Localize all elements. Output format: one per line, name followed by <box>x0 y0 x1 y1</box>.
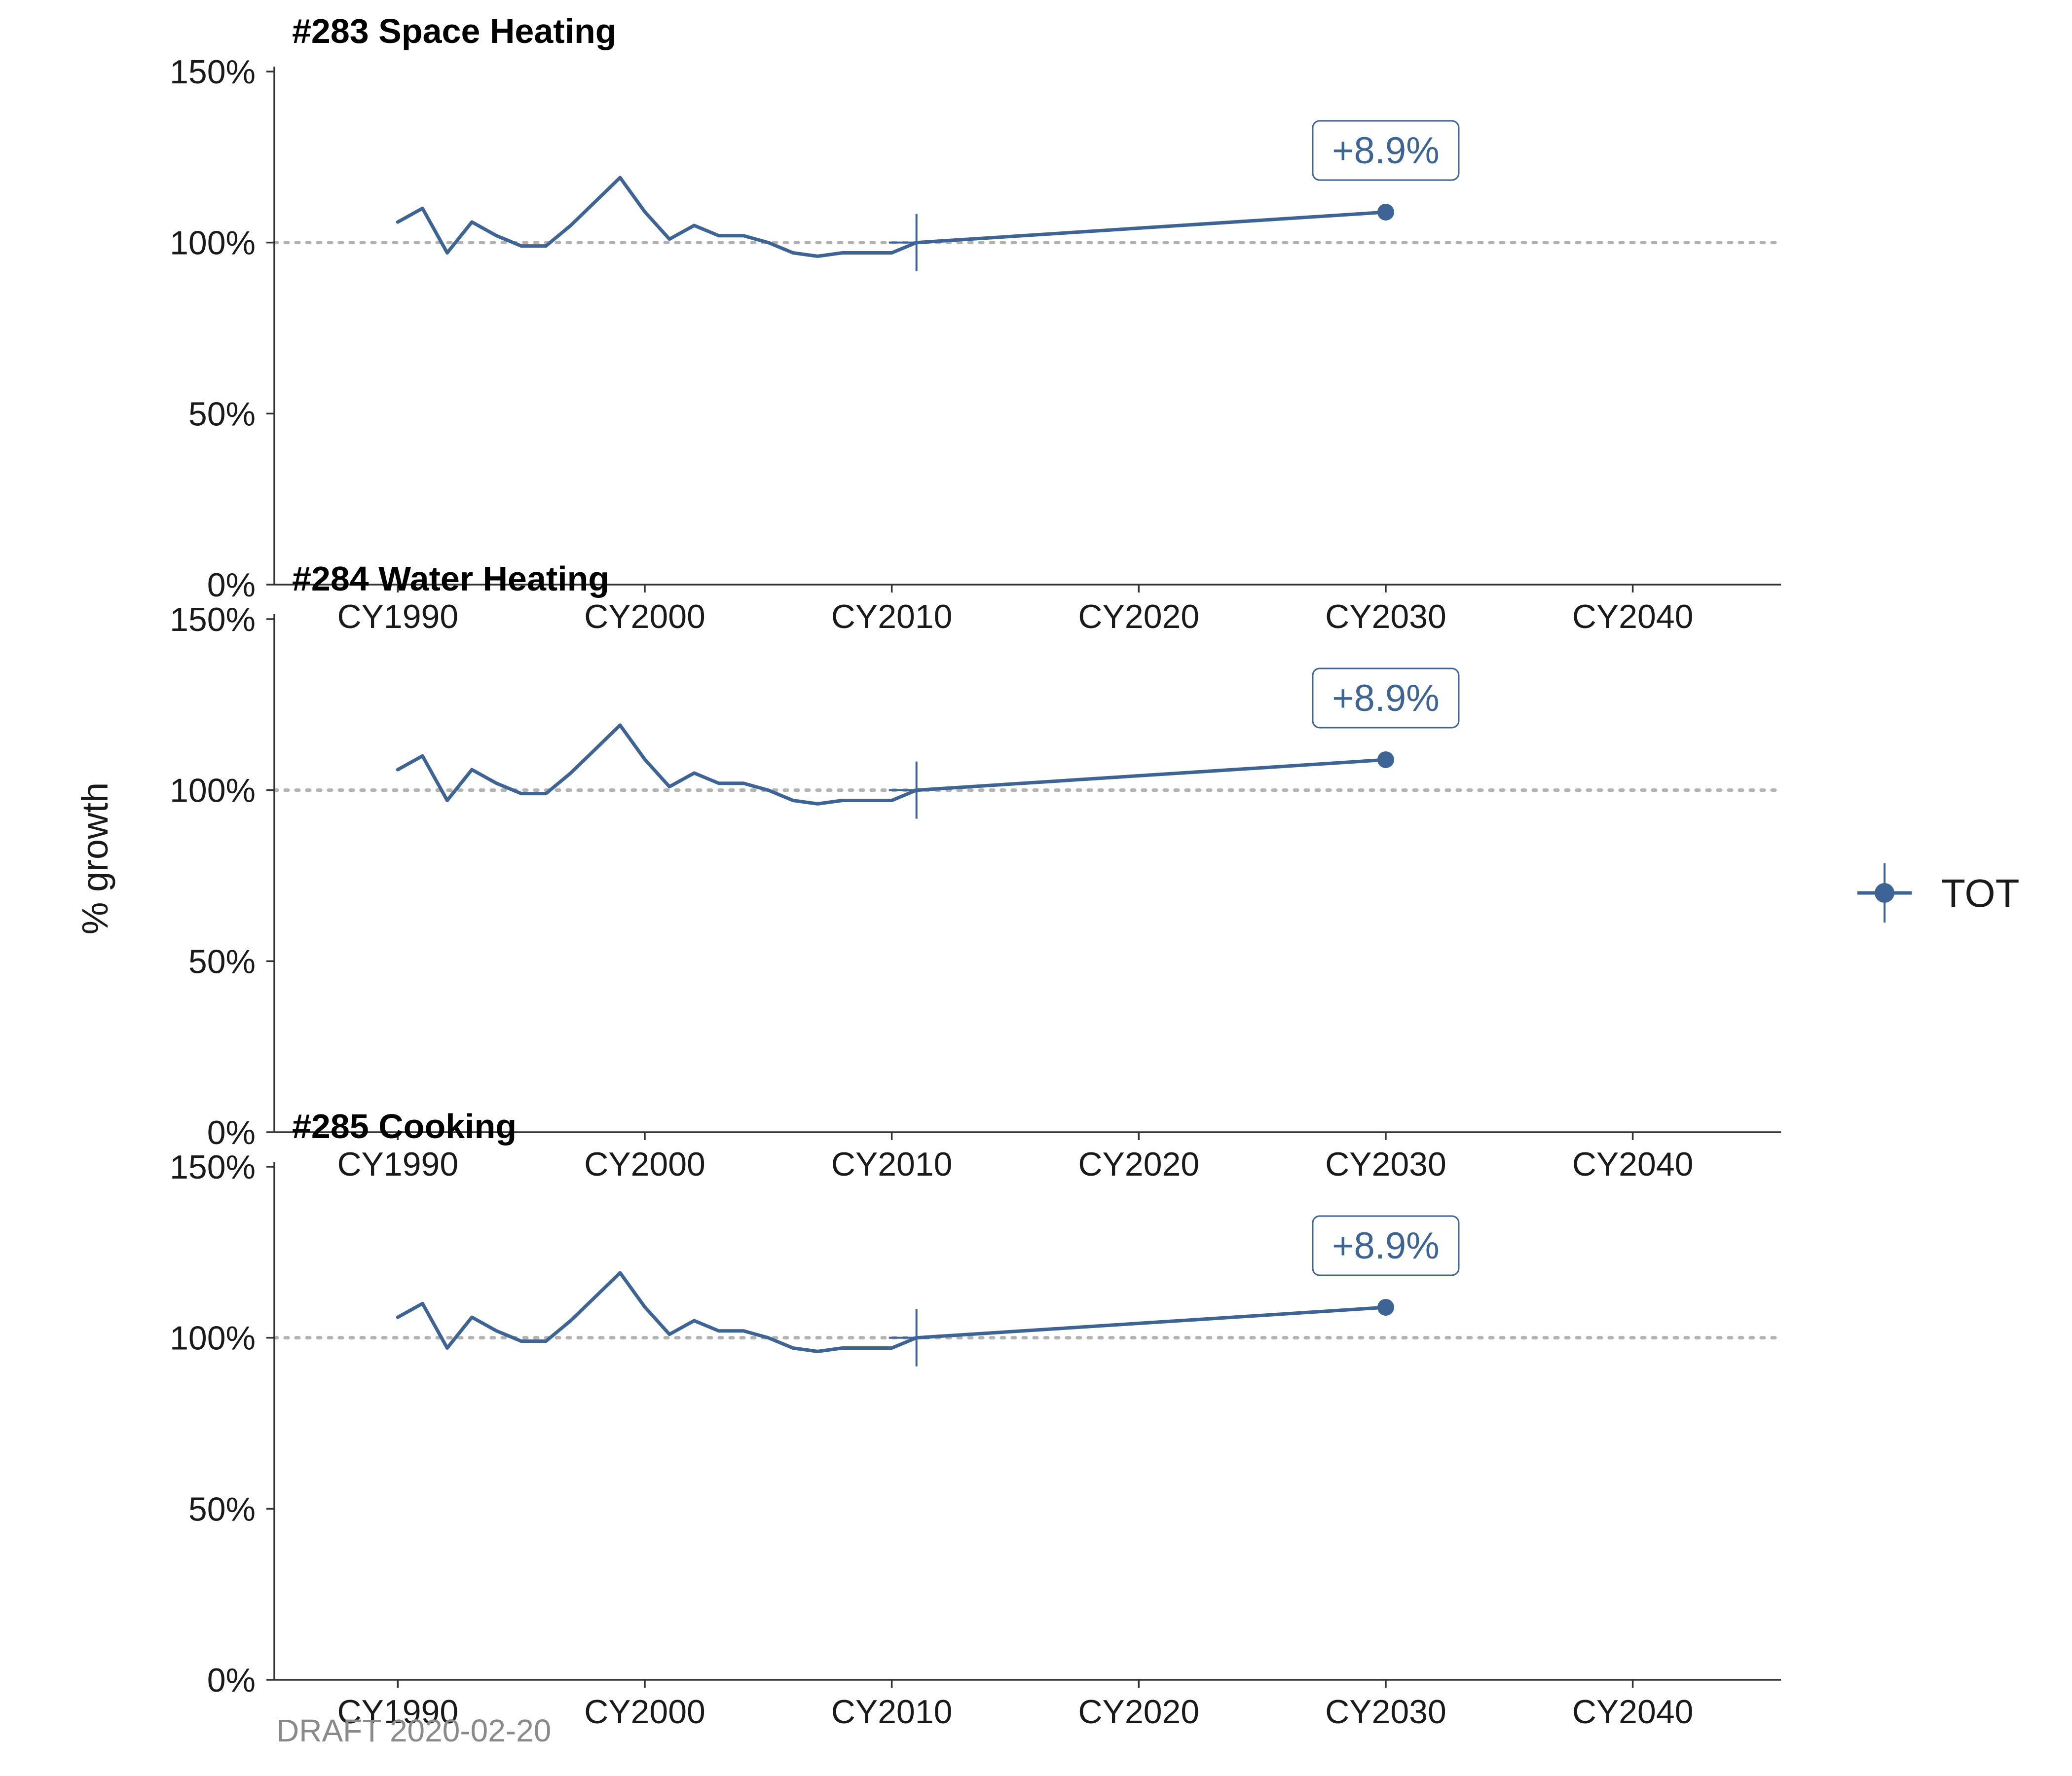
panel-title: #284 Water Heating <box>292 559 609 598</box>
x-tick-label: CY2020 <box>1078 598 1199 635</box>
x-tick-label: CY2010 <box>831 598 953 635</box>
y-axis-label: % growth <box>74 782 115 934</box>
x-tick-label: CY2020 <box>1078 1693 1199 1731</box>
legend: TOT <box>1857 863 2020 923</box>
x-tick-label: CY2030 <box>1325 1693 1446 1731</box>
target-point <box>1377 1298 1394 1316</box>
x-tick-label: CY2010 <box>831 1146 953 1183</box>
x-tick-label: CY2000 <box>584 598 705 635</box>
y-tick-label: 150% <box>170 53 256 91</box>
x-tick-label: CY1990 <box>337 1693 458 1731</box>
x-tick-label: CY2040 <box>1572 1146 1694 1183</box>
y-tick-label: 0% <box>207 1662 256 1699</box>
y-tick-label: 100% <box>170 1320 256 1357</box>
x-tick-label: CY1990 <box>337 1146 458 1183</box>
panel-1: #283 Space Heating 0% 50% 100% 150% CY1990 CY2… <box>170 12 1783 635</box>
y-tick-label: 50% <box>188 395 256 433</box>
x-tick-label: CY2030 <box>1325 598 1446 635</box>
x-tick-label: CY2010 <box>831 1693 953 1731</box>
series-line-tot <box>396 1271 1388 1353</box>
target-label: +8.9% <box>1332 1225 1440 1267</box>
target-label-box <box>1312 120 1460 181</box>
x-tick-label: CY2020 <box>1078 1146 1199 1183</box>
legend-target-point <box>1875 883 1894 903</box>
x-tick-label: CY1990 <box>337 598 458 635</box>
x-tick-label: CY2040 <box>1572 598 1694 635</box>
panels-layer: #283 Space Heating 0% 50% 100% 150% CY1990 CY2… <box>170 12 1783 1731</box>
x-tick-label: CY2000 <box>584 1146 705 1183</box>
y-tick-label: 50% <box>188 1490 256 1528</box>
target-point <box>1377 203 1394 221</box>
y-tick-label: 0% <box>207 1114 256 1151</box>
target-point <box>1377 751 1394 768</box>
panel-2: #284 Water Heating 0% 50% 100% 150% CY1990 CY2… <box>170 559 1783 1183</box>
y-tick-label: 100% <box>170 224 256 262</box>
panel-title: #283 Space Heating <box>292 12 617 50</box>
y-tick-label: 100% <box>170 772 256 810</box>
target-label-box <box>1312 667 1460 729</box>
y-tick-label: 50% <box>188 943 256 980</box>
series-line-tot <box>396 176 1388 258</box>
panel-title: #285 Cooking <box>292 1107 517 1146</box>
series-line-tot <box>396 723 1388 806</box>
target-label-box <box>1312 1215 1460 1276</box>
y-tick-label: 0% <box>207 566 256 604</box>
x-tick-label: CY2030 <box>1325 1146 1446 1183</box>
panel-3: #285 Cooking 0% 50% 100% 150% CY1990 CY2000 CY2… <box>170 1107 1783 1731</box>
x-tick-label: CY2040 <box>1572 1693 1694 1731</box>
legend-label-tot: TOT <box>1941 871 2020 915</box>
y-tick-label: 150% <box>170 601 256 638</box>
y-tick-label: 150% <box>170 1148 256 1186</box>
target-label: +8.9% <box>1332 130 1440 172</box>
draft-caption: DRAFT 2020-02-20 <box>276 1713 551 1748</box>
target-label: +8.9% <box>1332 677 1440 719</box>
x-tick-label: CY2000 <box>584 1693 705 1731</box>
